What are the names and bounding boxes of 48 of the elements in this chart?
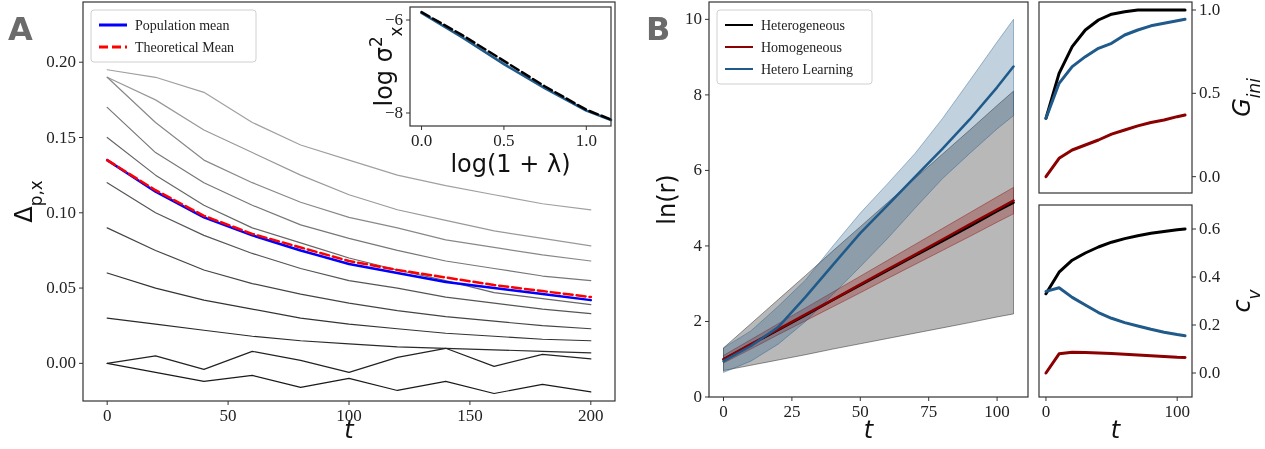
- legend-label: Theoretical Mean: [135, 40, 235, 55]
- x-tick-label: 25: [783, 402, 801, 421]
- y-tick-label: 0.00: [46, 353, 76, 373]
- y2-tick-label: 1.0: [1199, 0, 1221, 19]
- x-tick-label: 1.0: [575, 131, 597, 150]
- legend-label: Hetero Learning: [761, 62, 854, 77]
- x-tick-label: 0: [719, 402, 728, 421]
- line-series: [1044, 286, 1187, 338]
- line-series: [1044, 350, 1187, 375]
- line-series: [1044, 113, 1187, 179]
- y-tick-label: 0.20: [46, 52, 76, 72]
- y2-tick-label: 0.2: [1199, 315, 1221, 334]
- y-tick-label: 6: [693, 160, 702, 180]
- y2-tick-label: 0.6: [1199, 219, 1221, 238]
- y-tick-label: 0.05: [46, 278, 76, 298]
- y-tick-label: 8: [693, 84, 702, 104]
- legend-label: Heterogeneous: [761, 18, 845, 33]
- legend-label: Homogeneous: [761, 40, 842, 55]
- y-tick-label: 0.10: [46, 202, 76, 222]
- x-tick-label: 200: [578, 406, 604, 425]
- y-axis-title: ln(r): [653, 174, 681, 225]
- chart-title: A: [8, 10, 33, 48]
- x-tick-label: 100: [1164, 402, 1190, 421]
- legend-label: Population mean: [135, 18, 230, 33]
- line-series: [1044, 227, 1187, 296]
- y2-tick-label: 0.5: [1199, 83, 1221, 103]
- x-tick-label: 0.5: [493, 131, 515, 150]
- line-series: [106, 182, 592, 315]
- y-tick-label: 4: [693, 235, 703, 255]
- x-tick-label: 0.0: [410, 131, 433, 150]
- x-tick-label: 150: [457, 406, 483, 425]
- x-tick-label: 75: [920, 402, 938, 421]
- x-tick-label: 0: [102, 406, 112, 425]
- x-tick-label: 0: [1041, 402, 1051, 421]
- line-series: [106, 272, 592, 342]
- y2-tick-label: 0.0: [1199, 363, 1221, 382]
- y-tick-label: 10: [685, 9, 702, 29]
- x-tick-label: 50: [219, 406, 237, 425]
- y-tick-label: 0: [693, 387, 702, 406]
- x-axis-title: t: [1110, 416, 1122, 444]
- chart-title: B: [646, 10, 671, 48]
- y-tick-label: 2: [693, 311, 702, 331]
- y-tick-label: 0.15: [46, 127, 76, 147]
- x-tick-label: 100: [984, 402, 1010, 421]
- line-series: [106, 227, 592, 330]
- y2-tick-label: 0.4: [1199, 267, 1221, 286]
- x-axis-title: log(1 + λ): [450, 150, 571, 178]
- y2-tick-label: 0.0: [1199, 166, 1221, 186]
